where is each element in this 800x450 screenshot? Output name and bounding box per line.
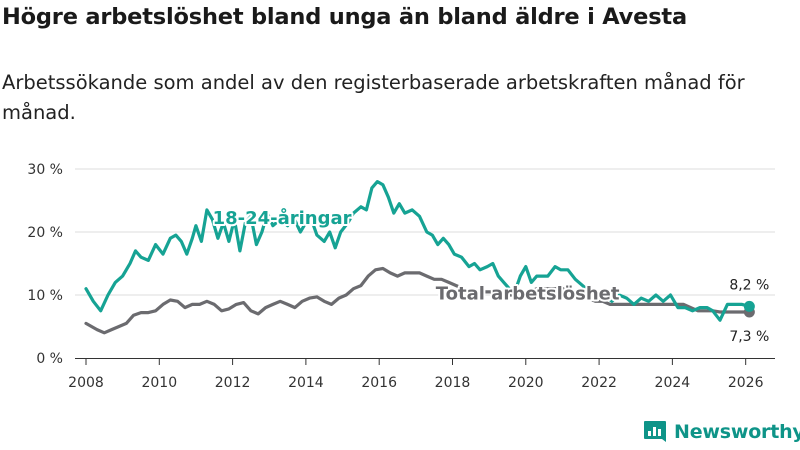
end-label-youth: 8,2 %: [729, 277, 769, 293]
y-tick-label: 20 %: [27, 225, 63, 241]
newsworthy-logo[interactable]: Newsworthy: [643, 420, 800, 444]
series-labels: 18-24-åringar Total arbetslöshet 8,2 % 7,3 …: [211, 205, 771, 347]
series-label-total: Total arbetslöshet: [436, 283, 620, 304]
x-axis-ticks: 2008 2010 2012 2014 2016 2018 2020 2022 2024 2026: [68, 358, 764, 391]
y-tick-label: 30 %: [27, 162, 63, 178]
newsworthy-logo-icon: [644, 421, 666, 442]
x-tick-label: 2022: [581, 375, 617, 391]
x-tick-label: 2026: [728, 375, 764, 391]
series-label-youth: 18-24-åringar: [213, 207, 352, 229]
x-tick-label: 2020: [508, 375, 544, 391]
x-tick-label: 2008: [68, 375, 104, 391]
y-axis-ticks: 0 % 10 % 20 % 30 %: [27, 162, 63, 367]
end-point-youth: [743, 300, 755, 312]
y-tick-label: 0 %: [36, 351, 63, 367]
x-tick-label: 2012: [215, 375, 251, 391]
x-tick-label: 2010: [141, 375, 177, 391]
x-tick-label: 2018: [435, 375, 471, 391]
end-label-total: 7,3 %: [729, 329, 769, 345]
newsworthy-wordmark: Newsworthy: [674, 421, 800, 443]
chart-subtitle: Arbetssökande som andel av den registerb…: [2, 71, 745, 124]
x-tick-label: 2024: [655, 375, 691, 391]
series-lines: [84, 180, 755, 335]
x-tick-label: 2014: [288, 375, 324, 391]
x-tick-label: 2016: [361, 375, 397, 391]
series-line-youth: [84, 180, 751, 322]
chart-title: Högre arbetslöshet bland unga än bland ä…: [2, 4, 687, 30]
series-line-total: [84, 266, 751, 335]
y-tick-label: 10 %: [27, 288, 63, 304]
